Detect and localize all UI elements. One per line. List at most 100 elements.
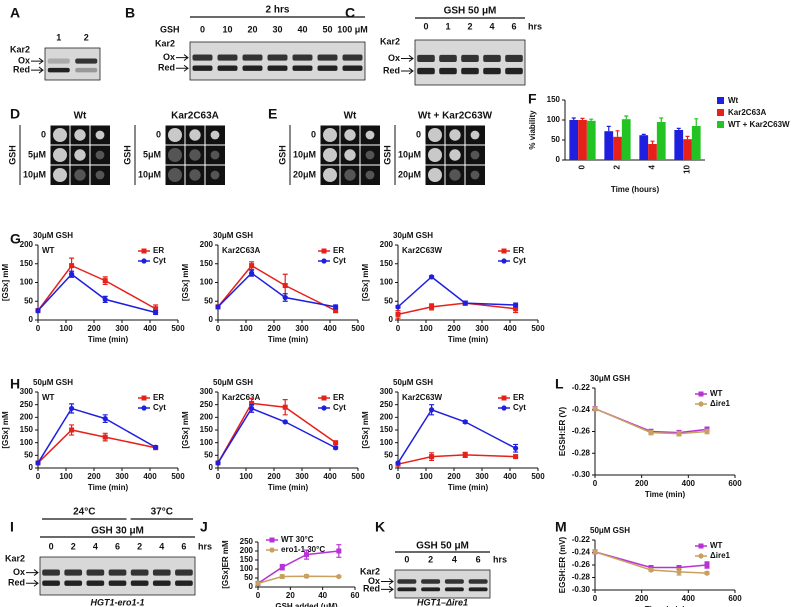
spot [323, 128, 337, 142]
point [333, 440, 339, 446]
legend-swatch [717, 97, 724, 104]
lane-label: 0 [49, 541, 54, 551]
x-tick-label: 400 [503, 472, 517, 481]
lane-label: 10 [222, 24, 232, 34]
x-tick-label: 200 [267, 472, 281, 481]
legend-marker [501, 248, 507, 254]
bar [691, 126, 701, 160]
error-bar [641, 133, 646, 136]
marker-label: Ox [388, 53, 400, 63]
band [461, 67, 479, 75]
chart-title: 50μM GSH [590, 526, 630, 535]
band [108, 569, 127, 576]
spot [428, 128, 442, 142]
y-tick-label: 100 [20, 438, 34, 447]
point [462, 419, 468, 425]
lane-label: 4 [452, 554, 457, 564]
lane-label: 1 [56, 32, 61, 42]
y-tick-label: 150 [20, 259, 34, 268]
x-tick-label: 0 [216, 324, 221, 333]
blot-image [189, 41, 366, 81]
x-tick-label: 100 [239, 324, 253, 333]
x-axis-title: GSH added (μM) [275, 602, 338, 607]
y-tick-label: -0.24 [572, 405, 591, 414]
point [282, 419, 288, 425]
x-axis-title: Time (min) [448, 335, 489, 344]
legend-marker [698, 543, 704, 549]
error-bar [589, 118, 594, 121]
legend-label: Δire1 [710, 551, 731, 560]
band [483, 54, 501, 63]
x-tick-label: 500 [171, 472, 185, 481]
legend-label: ER [333, 393, 344, 402]
lane-label: 6 [115, 541, 120, 551]
legend-marker [269, 537, 275, 543]
spot [210, 150, 220, 160]
x-tick-label: 300 [295, 324, 309, 333]
y-tick-label: 250 [20, 400, 34, 409]
panel-letter: L [555, 376, 564, 392]
y-tick-label: 100 [380, 438, 394, 447]
x-tick-label: 400 [143, 324, 157, 333]
error-bar [624, 115, 629, 120]
blot-image [44, 47, 101, 81]
spot [210, 130, 220, 140]
band [267, 54, 288, 61]
series-line [217, 272, 336, 308]
row-label: 0 [311, 129, 316, 139]
point [704, 570, 710, 576]
x-axis-title: Time (hours) [611, 185, 660, 194]
marker-label: Kar2 [380, 36, 400, 46]
legend-label: Δire1 [710, 399, 731, 408]
legend-label: Cyt [153, 403, 166, 412]
marker-arrow [31, 57, 44, 65]
point [102, 296, 108, 302]
legend-label: WT [710, 389, 723, 398]
group-title: Kar2C63A [171, 111, 219, 122]
y-tick-label: 0 [389, 463, 394, 472]
chart-title: 30μM GSH [393, 231, 433, 240]
spot [428, 168, 442, 182]
x-tick-label: 100 [419, 472, 433, 481]
bar [656, 122, 666, 160]
y-tick-label: 50 [204, 450, 213, 459]
y-tick-label: 150 [20, 425, 34, 434]
x-tick-label: 10 [683, 164, 692, 173]
y-tick-label: 100 [20, 278, 34, 287]
x-tick-label: 40 [318, 591, 327, 600]
y-tick-label: 0 [209, 463, 214, 472]
point [282, 283, 288, 288]
legend-marker [501, 395, 507, 401]
chart-label: WT [42, 246, 55, 255]
x-tick-label: 0 [396, 324, 401, 333]
band [439, 54, 457, 63]
row-label: 0 [41, 129, 46, 139]
point [279, 564, 285, 570]
series-line [257, 550, 339, 585]
chart-title: 30μM GSH [213, 231, 253, 240]
marker-arrow [26, 569, 39, 576]
y-axis-title: EGSH:ER (V) [558, 407, 567, 457]
side-label: GSH [382, 145, 392, 165]
legend-marker [141, 405, 147, 411]
lane-label: 2 [467, 21, 472, 31]
row-label: 10μM [398, 149, 421, 159]
x-tick-label: 500 [351, 324, 365, 333]
band [86, 580, 105, 586]
band [75, 67, 98, 73]
spot [74, 149, 86, 161]
band [242, 65, 263, 71]
error-bar [685, 135, 690, 140]
band [417, 54, 435, 63]
point [69, 427, 75, 433]
marker-label: Red [8, 578, 25, 588]
point [333, 308, 339, 314]
y-axis-title: % viability [528, 110, 537, 150]
spot [470, 150, 480, 160]
x-tick-label: 100 [59, 472, 73, 481]
x-tick-label: 0 [593, 479, 598, 488]
y-tick-label: 200 [240, 546, 254, 555]
point [255, 580, 261, 587]
error-bar [606, 125, 611, 132]
chart-label: Kar2C63A [222, 246, 260, 255]
